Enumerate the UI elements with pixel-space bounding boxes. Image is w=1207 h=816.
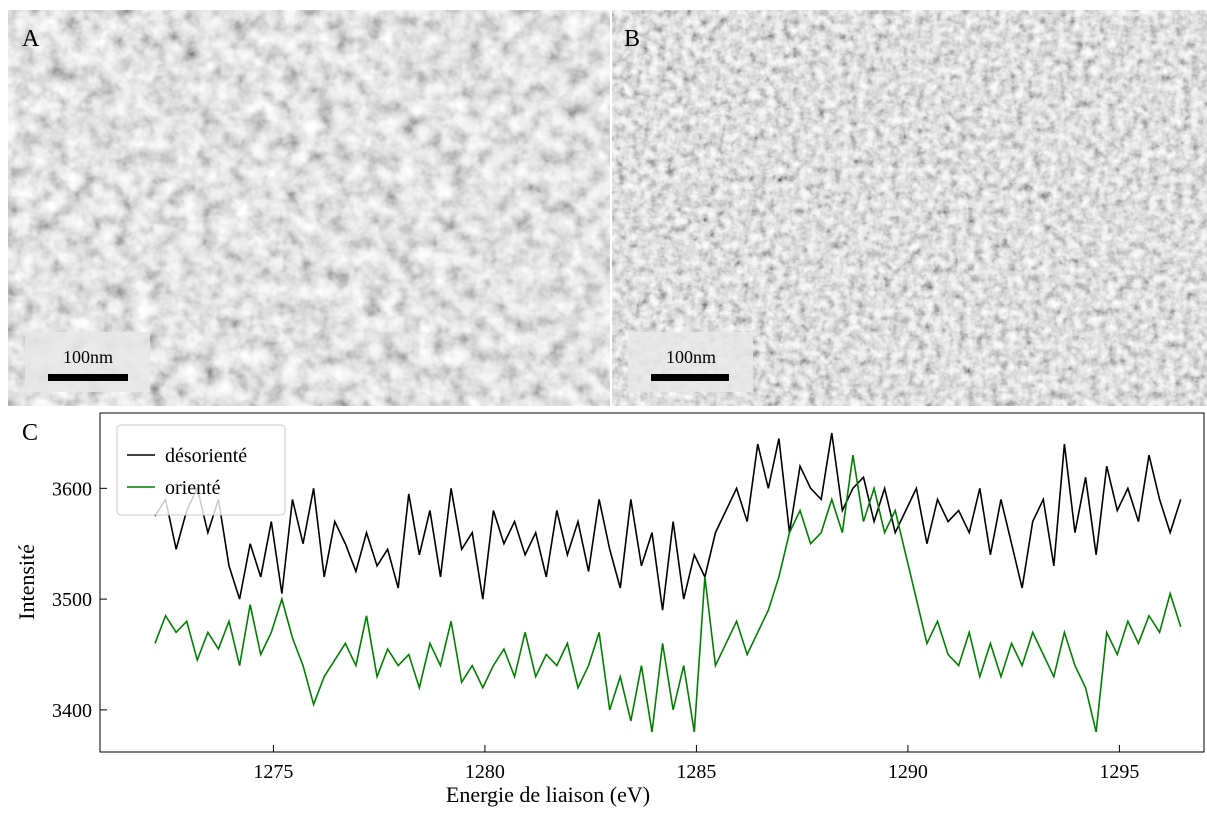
scale-bar [48,374,128,381]
scale-label: 100nm [666,347,716,367]
scale-label: 100nm [63,347,113,367]
x-tick-label: 1295 [1099,761,1139,783]
x-tick-label: 1280 [465,761,505,783]
panel-label: A [22,26,40,52]
scale-box [628,332,753,392]
legend-box [116,424,286,516]
line [154,432,1182,611]
x-tick-label: 1290 [888,761,928,783]
legend-label: désorienté [165,445,247,467]
y-tick-label: 3500 [52,589,92,611]
plot-frame [99,412,1205,753]
line [154,454,1182,733]
scale-bar [651,374,729,381]
legend-label: orienté [165,477,221,499]
x-tick-label: 1285 [676,761,716,783]
y-tick-label: 3600 [52,478,92,500]
x-tick-label: 1275 [253,761,293,783]
x-axis-label: Energie de liaison (eV) [446,782,650,807]
y-tick-label: 3400 [52,700,92,722]
panel-label: C [22,420,38,446]
scale-box [25,332,150,392]
panel-label: B [624,26,640,52]
y-axis-label: Intensité [14,544,39,620]
